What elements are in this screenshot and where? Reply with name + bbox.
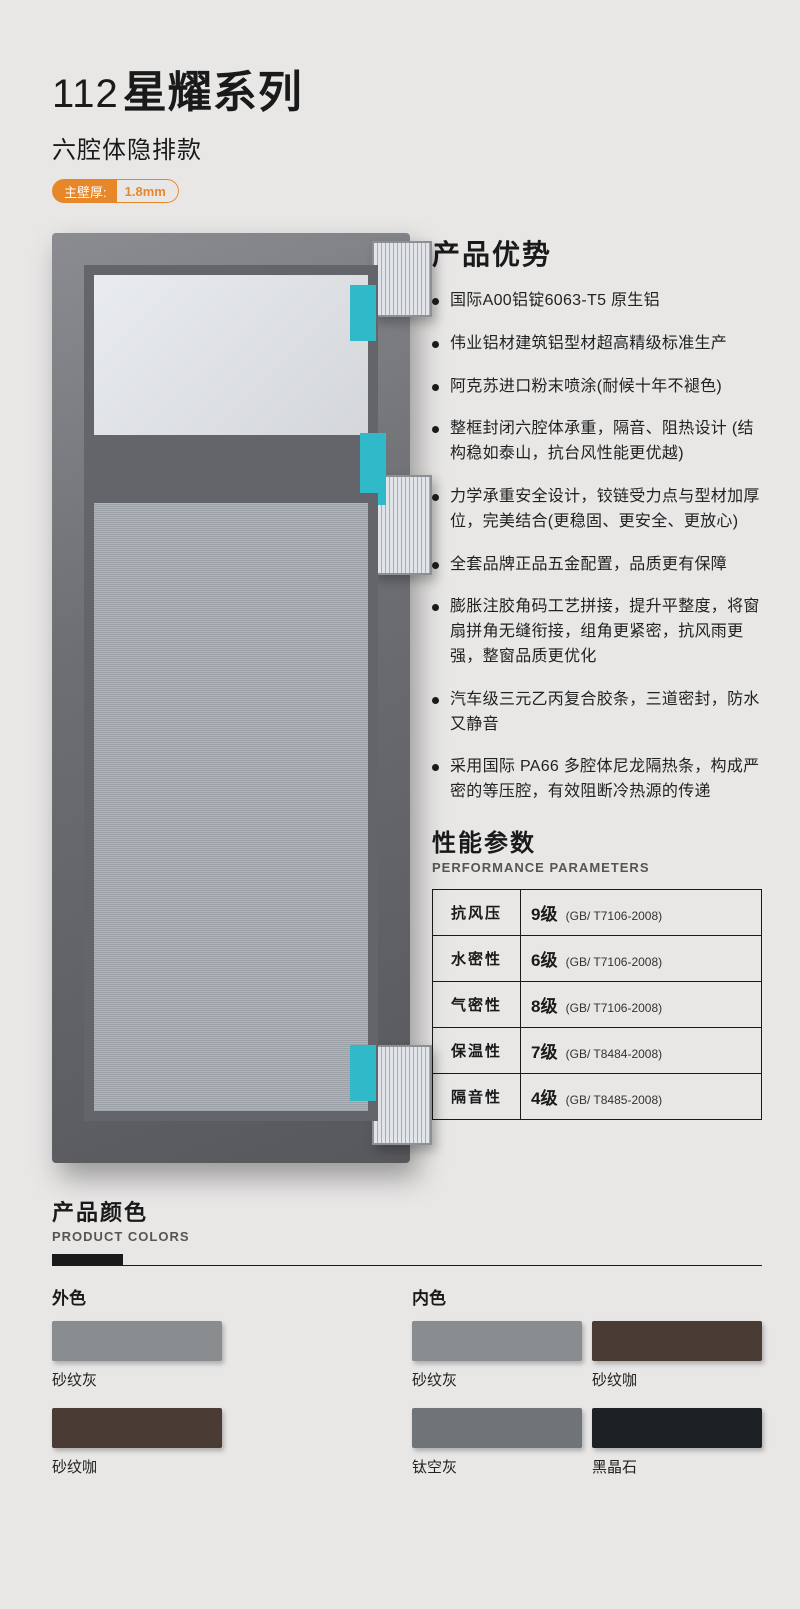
outer-colors-group: 外色 砂纹灰砂纹咖	[52, 1284, 368, 1477]
color-chip	[412, 1408, 582, 1448]
product-colors-block: 产品颜色 PRODUCT COLORS 外色 砂纹灰砂纹咖 内色 砂纹灰砂纹咖钛…	[52, 1195, 762, 1477]
color-label: 砂纹咖	[592, 1369, 762, 1390]
color-chip	[52, 1321, 222, 1361]
color-swatch: 砂纹灰	[412, 1321, 582, 1390]
frame-outer	[52, 233, 410, 1163]
screen-pane-bottom	[84, 493, 378, 1121]
swatch-row: 砂纹灰	[52, 1321, 368, 1390]
param-value: 6级 (GB/ T7106-2008)	[521, 935, 762, 981]
product-spec-page: 112 星耀系列 六腔体隐排款 主壁厚: 1.8mm	[0, 0, 800, 1525]
param-value: 8级 (GB/ T7106-2008)	[521, 981, 762, 1027]
table-row: 抗风压9级 (GB/ T7106-2008)	[433, 889, 762, 935]
swatch-row: 砂纹咖	[52, 1408, 368, 1477]
product-render	[52, 233, 410, 1163]
series-name-cn: 星耀系列	[123, 56, 303, 120]
color-label: 钛空灰	[412, 1456, 582, 1477]
advantage-item: 采用国际 PA66 多腔体尼龙隔热条，构成严密的等压腔，有效阻断冷热源的传递	[432, 755, 762, 805]
table-row: 隔音性4级 (GB/ T8485-2008)	[433, 1073, 762, 1119]
advantage-item: 国际A00铝锭6063-T5 原生铝	[432, 289, 762, 314]
advantage-item: 汽车级三元乙丙复合胶条，三道密封，防水又静音	[432, 688, 762, 738]
color-chip	[592, 1321, 762, 1361]
performance-table: 抗风压9级 (GB/ T7106-2008)水密性6级 (GB/ T7106-2…	[432, 889, 762, 1120]
param-value: 7级 (GB/ T8484-2008)	[521, 1027, 762, 1073]
inner-swatch-container: 砂纹灰砂纹咖钛空灰黑晶石	[412, 1321, 762, 1477]
color-chip	[412, 1321, 582, 1361]
table-row: 水密性6级 (GB/ T7106-2008)	[433, 935, 762, 981]
hero-row: 产品优势 国际A00铝锭6063-T5 原生铝伟业铝材建筑铝型材超高精级标准生产…	[52, 233, 762, 1163]
profile-cross-section	[372, 241, 432, 317]
param-key: 隔音性	[433, 1073, 521, 1119]
color-label: 黑晶石	[592, 1456, 762, 1477]
swatch-row: 钛空灰黑晶石	[412, 1408, 762, 1477]
color-swatch: 砂纹灰	[52, 1321, 222, 1390]
frame-inner	[84, 265, 378, 1121]
badge-value: 1.8mm	[117, 179, 179, 203]
param-key: 抗风压	[433, 889, 521, 935]
outer-swatch-container: 砂纹灰砂纹咖	[52, 1321, 368, 1477]
series-title: 112 星耀系列	[52, 56, 762, 120]
param-key: 水密性	[433, 935, 521, 981]
param-key: 气密性	[433, 981, 521, 1027]
inner-colors-label: 内色	[412, 1284, 762, 1309]
badge-label: 主壁厚:	[52, 179, 117, 203]
color-chip	[592, 1408, 762, 1448]
table-row: 气密性8级 (GB/ T7106-2008)	[433, 981, 762, 1027]
advantage-item: 整框封闭六腔体承重，隔音、阻热设计 (结构稳如泰山，抗台风性能更优越)	[432, 417, 762, 467]
performance-title-cn: 性能参数	[432, 823, 762, 858]
advantage-item: 阿克苏进口粉末喷涂(耐候十年不褪色)	[432, 375, 762, 400]
color-chip	[52, 1408, 222, 1448]
swatch-row: 砂纹灰砂纹咖	[412, 1321, 762, 1390]
advantage-item: 全套品牌正品五金配置，品质更有保障	[432, 553, 762, 578]
color-swatch: 黑晶石	[592, 1408, 762, 1477]
wall-thickness-badge: 主壁厚: 1.8mm	[52, 179, 179, 203]
thermal-break-accent	[350, 1045, 376, 1101]
color-swatch: 砂纹咖	[592, 1321, 762, 1390]
color-label: 砂纹咖	[52, 1456, 222, 1477]
series-subtitle: 六腔体隐排款	[52, 130, 762, 165]
performance-title-en: PERFORMANCE PARAMETERS	[432, 860, 762, 875]
color-label: 砂纹灰	[52, 1369, 222, 1390]
param-key: 保温性	[433, 1027, 521, 1073]
product-colors-title-en: PRODUCT COLORS	[52, 1229, 762, 1244]
glass-pane-top	[84, 265, 378, 445]
colors-columns: 外色 砂纹灰砂纹咖 内色 砂纹灰砂纹咖钛空灰黑晶石	[52, 1284, 762, 1477]
inner-colors-group: 内色 砂纹灰砂纹咖钛空灰黑晶石	[412, 1284, 762, 1477]
advantage-item: 伟业铝材建筑铝型材超高精级标准生产	[432, 332, 762, 357]
series-number: 112	[52, 72, 119, 117]
outer-colors-label: 外色	[52, 1284, 368, 1309]
product-colors-title-cn: 产品颜色	[52, 1195, 762, 1227]
thermal-break-accent	[350, 285, 376, 341]
advantage-item: 膨胀注胶角码工艺拼接，提升平整度，将窗扇拼角无缝衔接，组角更紧密，抗风雨更强，整…	[432, 595, 762, 669]
advantage-item: 力学承重安全设计，铰链受力点与型材加厚位，完美结合(更稳固、更安全、更放心)	[432, 485, 762, 535]
spec-column: 产品优势 国际A00铝锭6063-T5 原生铝伟业铝材建筑铝型材超高精级标准生产…	[432, 233, 762, 1120]
color-label: 砂纹灰	[412, 1369, 582, 1390]
param-value: 4级 (GB/ T8485-2008)	[521, 1073, 762, 1119]
profile-cross-section	[372, 1045, 432, 1145]
section-divider	[52, 1254, 762, 1266]
header: 112 星耀系列 六腔体隐排款 主壁厚: 1.8mm	[52, 56, 762, 203]
color-swatch: 钛空灰	[412, 1408, 582, 1477]
color-swatch: 砂纹咖	[52, 1408, 222, 1477]
advantages-title: 产品优势	[432, 233, 762, 273]
table-row: 保温性7级 (GB/ T8484-2008)	[433, 1027, 762, 1073]
advantages-list: 国际A00铝锭6063-T5 原生铝伟业铝材建筑铝型材超高精级标准生产阿克苏进口…	[432, 289, 762, 805]
param-value: 9级 (GB/ T7106-2008)	[521, 889, 762, 935]
mullion	[84, 445, 378, 493]
